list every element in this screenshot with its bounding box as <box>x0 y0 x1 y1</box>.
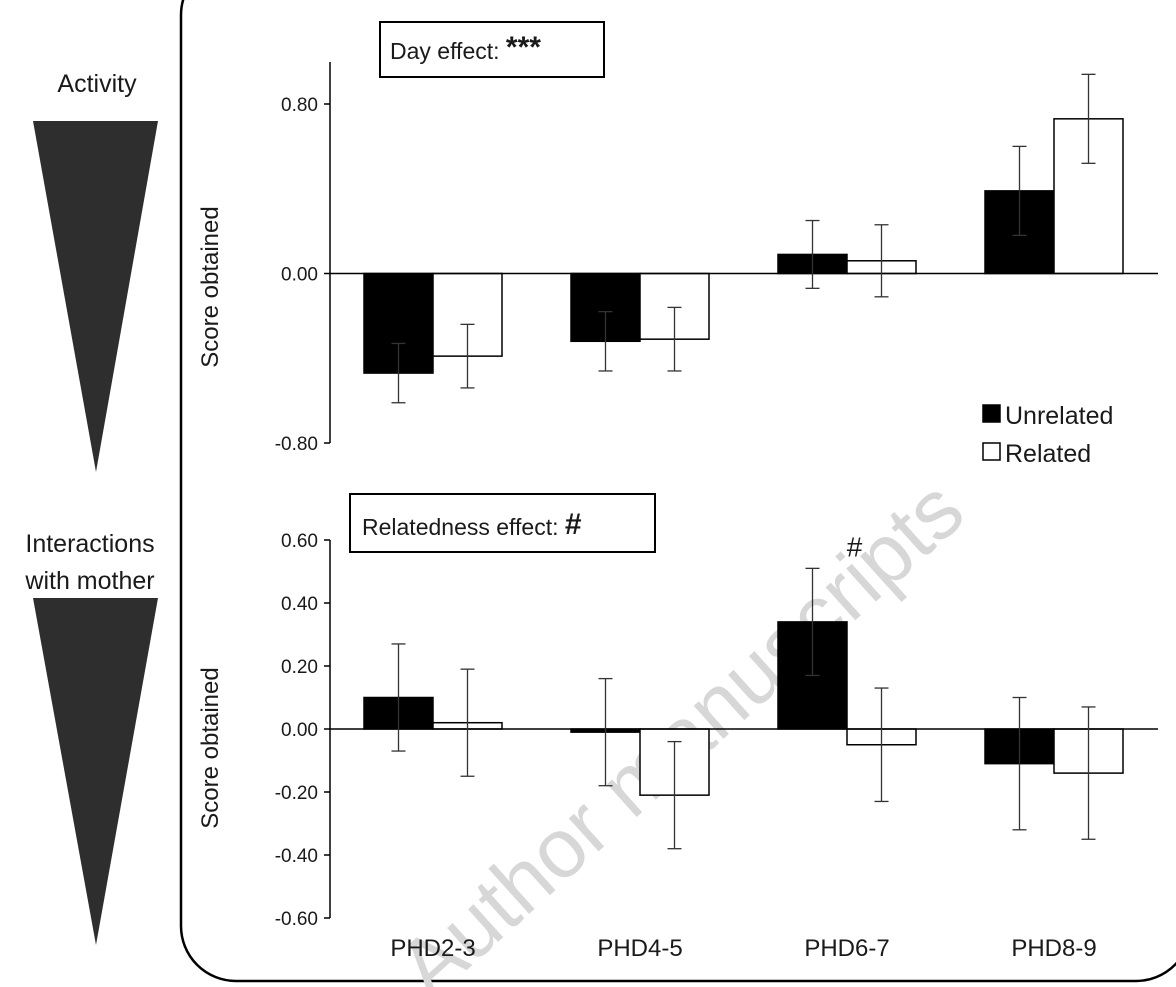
relatedness-effect-box <box>349 493 656 553</box>
error-bar-unrelated-phd6-7 <box>805 567 820 677</box>
relatedness-effect-annotation: Relatedness effect: # <box>362 508 582 541</box>
relatedness-effect-significance: # <box>565 508 582 541</box>
interactions-gradient-triangle <box>33 598 158 945</box>
error-bar-related-phd8-9 <box>1081 706 1096 840</box>
interactions-y-axis-label: Score obtained <box>197 667 224 828</box>
day-effect-annotation: Day effect: *** <box>390 31 541 64</box>
error-bar-unrelated-phd8-9 <box>1012 145 1027 237</box>
interactions-y-tick-label: 0.40 <box>281 594 318 615</box>
interactions-panel: -0.60 -0.40 -0.20 0.00 0.20 0.40 0.60 # Relate… <box>197 493 1158 962</box>
legend: Unrelated Related <box>982 402 1113 468</box>
activity-y-axis: -0.80 0.00 0.80 <box>275 62 331 455</box>
activity-y-tick-label: 0.00 <box>281 265 318 286</box>
error-bar-unrelated-phd2-3 <box>391 342 406 404</box>
interactions-y-tick-label: 0.60 <box>281 531 318 552</box>
figure-frame <box>179 0 1176 983</box>
category-label-phd4-5: PHD4-5 <box>597 935 682 962</box>
error-bar-related-phd4-5 <box>667 306 682 372</box>
error-bar-related-phd6-7 <box>874 224 889 298</box>
legend-swatch-related <box>982 442 1001 461</box>
day-effect-significance: *** <box>506 31 541 64</box>
interactions-y-axis: -0.60 -0.40 -0.20 0.00 0.20 0.40 0.60 <box>275 531 331 930</box>
interactions-y-tick-label: -0.40 <box>275 846 318 867</box>
activity-y-axis-label: Score obtained <box>197 206 224 367</box>
error-bar-related-phd4-5 <box>667 740 682 850</box>
legend-label-unrelated: Unrelated <box>1005 402 1113 430</box>
interactions-y-tick-label: -0.20 <box>275 783 318 804</box>
error-bar-unrelated-phd8-9 <box>1012 696 1027 831</box>
activity-label: Activity <box>57 70 137 98</box>
error-bar-related-phd8-9 <box>1081 73 1096 164</box>
error-bar-related-phd6-7 <box>874 687 889 803</box>
error-bar-unrelated-phd4-5 <box>598 677 613 787</box>
activity-y-tick-label: -0.80 <box>275 434 318 455</box>
interactions-bars: # <box>330 531 1158 850</box>
significance-annotation-phd6-7: # <box>847 531 863 562</box>
day-effect-box <box>379 21 605 78</box>
interactions-y-tick-label: -0.60 <box>275 909 318 930</box>
legend-swatch-unrelated <box>982 404 1001 423</box>
activity-gradient-triangle <box>33 121 158 472</box>
legend-label-related: Related <box>1005 440 1091 468</box>
interactions-y-tick-label: 0.20 <box>281 657 318 678</box>
interactions-y-tick-label: 0.00 <box>281 720 318 741</box>
error-bar-unrelated-phd2-3 <box>391 643 406 752</box>
category-axis-labels: PHD2-3 PHD4-5 PHD6-7 PHD8-9 <box>390 935 1096 962</box>
activity-bars <box>330 73 1158 404</box>
activity-panel: -0.80 0.00 0.80 Day effect: *** Score obta… <box>197 21 1158 455</box>
relatedness-effect-label: Relatedness effect: <box>362 514 565 540</box>
category-label-phd2-3: PHD2-3 <box>390 935 475 962</box>
category-label-phd6-7: PHD6-7 <box>804 935 889 962</box>
interactions-label-line2: with mother <box>24 567 154 595</box>
category-label-phd8-9: PHD8-9 <box>1011 935 1096 962</box>
error-bar-unrelated-phd4-5 <box>598 310 613 372</box>
interactions-label-line1: Interactions <box>25 530 154 558</box>
error-bar-related-phd2-3 <box>460 323 475 389</box>
error-bar-related-phd2-3 <box>460 668 475 777</box>
activity-y-tick-label: 0.80 <box>281 95 318 116</box>
day-effect-label: Day effect: <box>390 38 506 64</box>
error-bar-unrelated-phd6-7 <box>805 219 820 289</box>
